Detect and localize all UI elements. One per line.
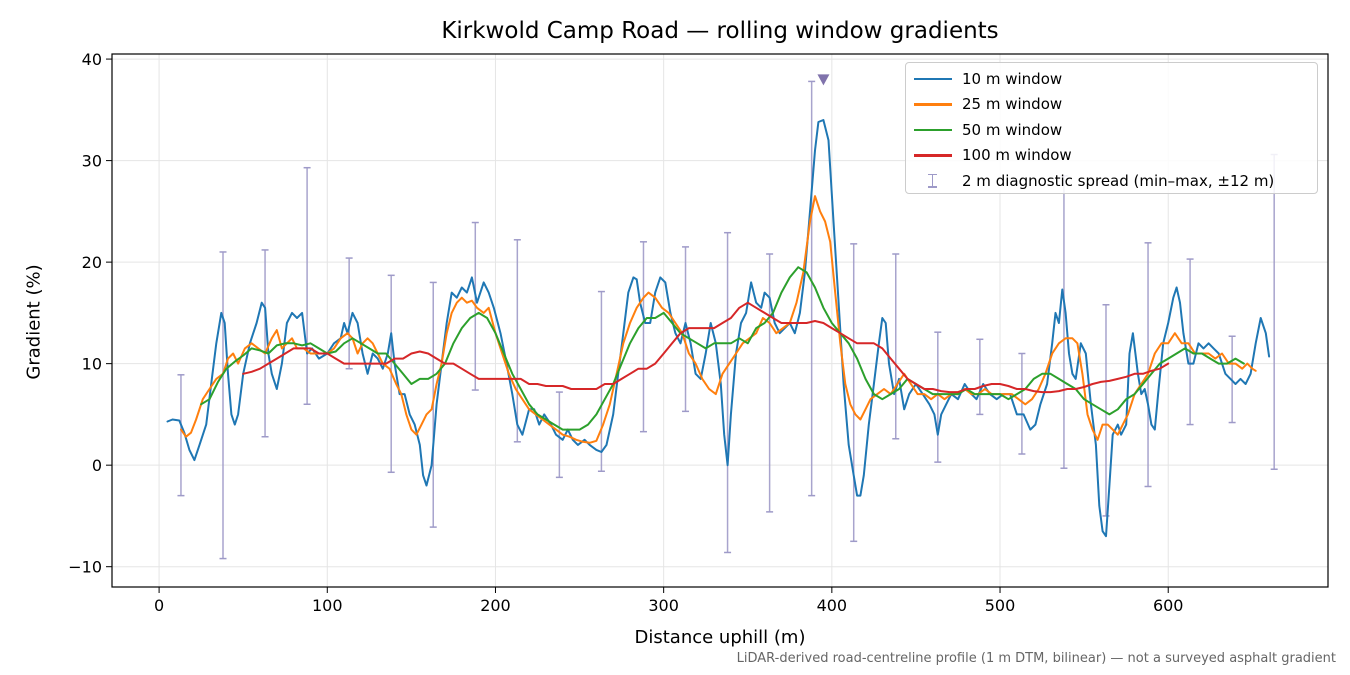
x-tick-label: 500 (985, 596, 1016, 615)
legend-label-50m: 50 m window (962, 120, 1063, 139)
legend-label-25m: 25 m window (962, 95, 1063, 114)
x-tick-label: 100 (312, 596, 343, 615)
series-line-100-m-window (242, 301, 1170, 394)
plot-frame (111, 53, 1329, 588)
ticks: 0 100 200 300 400 500 600 −10 0 10 20 30 40 (68, 50, 1183, 615)
y-tick-label: 20 (82, 253, 102, 272)
chart-title: Kirkwold Camp Road — rolling window grad… (441, 18, 999, 44)
legend-label-errorbars: 2 m diagnostic spread (min–max, ±12 m) (962, 171, 1275, 190)
footnote: LiDAR-derived road-centreline profile (1… (736, 651, 1336, 666)
legend-label-10m: 10 m window (962, 69, 1063, 88)
legend-swatch-10m (910, 72, 956, 86)
x-tick-label: 600 (1153, 596, 1184, 615)
y-tick-label: 40 (82, 50, 102, 69)
legend-item-25m: 25 m window (906, 92, 1317, 118)
y-tick-label: 0 (92, 456, 102, 475)
y-tick-label: −10 (68, 558, 102, 577)
x-axis-label: Distance uphill (m) (634, 627, 806, 648)
legend-item-50m: 50 m window (906, 117, 1317, 143)
legend-item-10m: 10 m window (906, 66, 1317, 92)
x-tick-label: 200 (480, 596, 511, 615)
peak-marker (817, 74, 830, 86)
series-lines (166, 119, 1271, 538)
legend-item-errorbars: 2 m diagnostic spread (min–max, ±12 m) (906, 168, 1317, 194)
y-axis-label: Gradient (%) (23, 264, 45, 380)
series-line-50-m-window (200, 266, 1245, 431)
markers (817, 74, 830, 86)
series-line-25-m-window (180, 195, 1257, 444)
y-tick-label: 30 (82, 152, 102, 171)
series-line-10-m-window (166, 119, 1271, 538)
legend-swatch-25m (910, 97, 956, 111)
legend-item-100m: 100 m window (906, 143, 1317, 169)
legend-swatch-100m (910, 148, 956, 162)
errorbars (177, 80, 1278, 560)
legend-swatch-50m (910, 123, 956, 137)
x-tick-label: 400 (817, 596, 848, 615)
x-tick-label: 0 (154, 596, 164, 615)
y-tick-label: 10 (82, 355, 102, 374)
legend-label-100m: 100 m window (962, 146, 1072, 165)
legend: 10 m window 25 m window 50 m window 100 … (905, 62, 1318, 194)
x-tick-label: 300 (648, 596, 679, 615)
legend-swatch-errorbars (910, 173, 956, 188)
